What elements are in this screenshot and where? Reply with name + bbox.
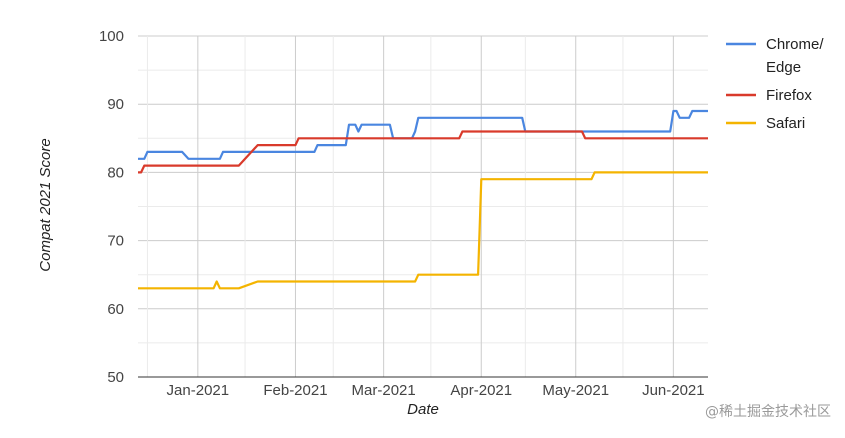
series-line-chrome-edge [138,109,708,160]
x-tick-label: Jun-2021 [642,382,705,399]
x-tick-label: May-2021 [542,382,609,399]
legend-label: Chrome/Edge [766,36,824,76]
series-line-firefox [138,130,708,174]
x-tick-label: Apr-2021 [450,382,512,399]
y-tick-label: 60 [107,301,124,318]
legend-label: Firefox [766,87,812,104]
gridlines [138,35,708,377]
x-tick-labels: Jan-2021 Feb-2021 Mar-2021 Apr-2021 May-2021… [167,382,705,399]
x-tick-label: Mar-2021 [352,382,416,399]
legend-label: Safari [766,115,805,132]
y-tick-label: 90 [107,96,124,113]
y-tick-labels: 50 60 70 80 90 100 [99,28,124,386]
x-axis-title: Date [407,401,439,418]
y-axis-title: Compat 2021 Score [37,138,54,271]
y-tick-label: 80 [107,164,124,181]
watermark-text: @稀土掘金技术社区 [705,404,831,420]
legend: Chrome/Edge Firefox Safari [726,36,824,132]
y-tick-label: 50 [107,369,124,386]
series-line-safari [138,171,708,290]
x-tick-label: Feb-2021 [263,382,327,399]
y-tick-label: 100 [99,28,124,45]
y-tick-label: 70 [107,233,124,250]
series-lines [138,109,708,290]
x-tick-label: Jan-2021 [167,382,230,399]
